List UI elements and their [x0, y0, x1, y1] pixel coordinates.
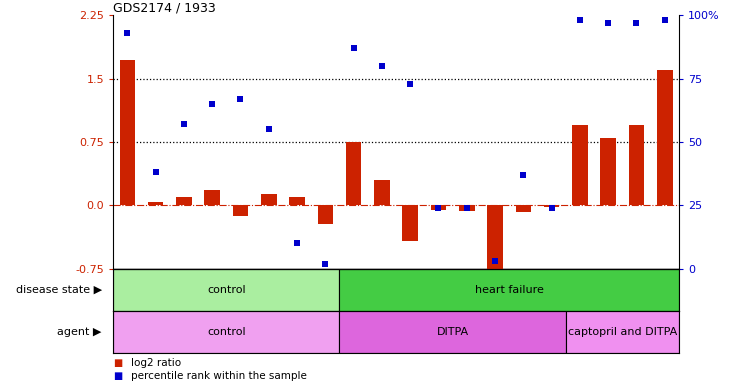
Bar	[113, 269, 339, 311]
Point	[376, 63, 388, 69]
Bar	[487, 205, 503, 277]
Text: GDS2174 / 1933: GDS2174 / 1933	[113, 1, 216, 14]
Point	[404, 81, 416, 87]
Bar	[147, 202, 164, 205]
Bar	[402, 205, 418, 241]
Point	[291, 240, 303, 247]
Point	[320, 261, 331, 267]
Text: ■: ■	[113, 358, 123, 368]
Bar	[120, 60, 135, 205]
Bar	[600, 138, 616, 205]
Text: percentile rank within the sample: percentile rank within the sample	[131, 371, 307, 381]
Bar	[515, 205, 531, 212]
Point	[347, 45, 359, 51]
Text: DITPA: DITPA	[437, 327, 469, 337]
Text: captopril and DITPA: captopril and DITPA	[568, 327, 677, 337]
Bar	[572, 125, 588, 205]
Point	[207, 101, 218, 107]
Bar	[204, 190, 220, 205]
Bar	[339, 311, 566, 353]
Point	[234, 96, 246, 102]
Point	[489, 258, 501, 264]
Bar	[544, 205, 559, 207]
Bar	[566, 311, 679, 353]
Bar	[629, 125, 645, 205]
Point	[121, 30, 133, 36]
Point	[518, 172, 529, 178]
Point	[461, 205, 472, 211]
Bar	[233, 205, 248, 217]
Bar	[176, 197, 192, 205]
Text: control: control	[207, 327, 245, 337]
Point	[602, 20, 614, 26]
Text: ■: ■	[113, 371, 123, 381]
Text: disease state ▶: disease state ▶	[16, 285, 102, 295]
Text: heart failure: heart failure	[474, 285, 544, 295]
Text: control: control	[207, 285, 245, 295]
Point	[178, 121, 190, 127]
Point	[150, 169, 161, 175]
Bar	[318, 205, 333, 224]
Bar	[261, 194, 277, 205]
Text: log2 ratio: log2 ratio	[131, 358, 182, 368]
Point	[263, 126, 274, 132]
Bar	[459, 205, 475, 210]
Bar	[113, 311, 339, 353]
Bar	[657, 70, 672, 205]
Point	[546, 205, 558, 211]
Bar	[374, 180, 390, 205]
Point	[659, 17, 671, 23]
Text: agent ▶: agent ▶	[58, 327, 102, 337]
Bar	[339, 269, 679, 311]
Point	[433, 205, 445, 211]
Bar	[346, 142, 361, 205]
Point	[631, 20, 642, 26]
Bar	[289, 197, 305, 205]
Bar	[431, 205, 446, 210]
Point	[574, 17, 585, 23]
